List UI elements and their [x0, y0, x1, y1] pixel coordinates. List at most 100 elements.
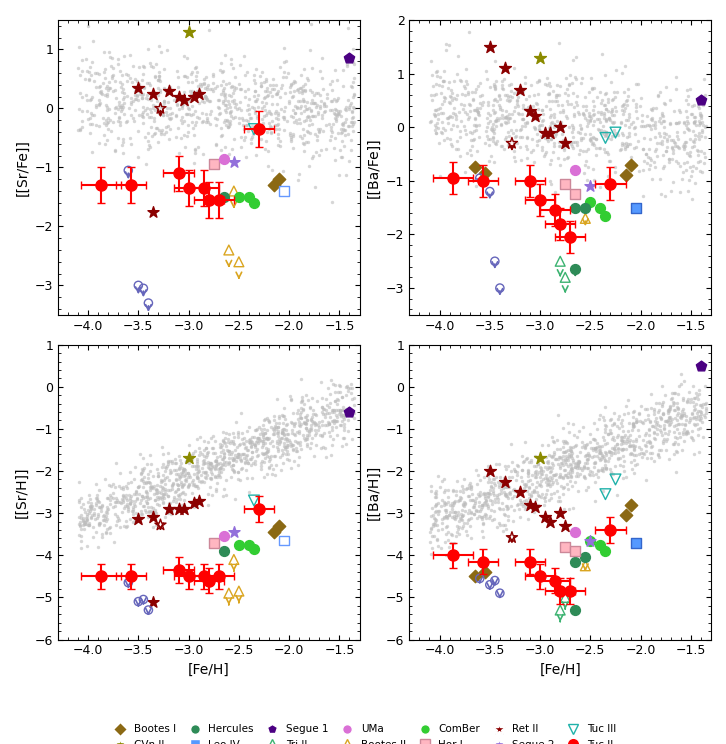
Point	[550, 474, 561, 486]
Point	[332, 394, 343, 405]
Point	[229, 444, 241, 456]
Point	[310, 128, 322, 140]
Point	[160, 461, 171, 473]
Point	[529, 450, 541, 462]
Point	[217, 453, 229, 465]
Point	[610, 473, 621, 485]
Point	[97, 77, 109, 89]
Point	[323, 418, 335, 430]
Point	[204, 83, 216, 94]
Point	[114, 101, 126, 113]
Point	[565, 462, 576, 474]
Point	[678, 143, 690, 155]
Point	[590, 133, 602, 145]
Point	[560, 436, 571, 448]
Point	[298, 94, 309, 106]
Point	[545, 118, 557, 129]
Point	[584, 129, 596, 141]
Point	[239, 131, 250, 143]
Point	[549, 95, 560, 107]
Point	[558, 481, 570, 493]
Point	[174, 471, 186, 483]
Point	[552, 458, 563, 469]
Point	[208, 447, 219, 459]
Point	[179, 141, 191, 153]
Point	[548, 436, 560, 448]
Point	[698, 157, 710, 169]
Point	[533, 75, 544, 87]
Point	[192, 89, 204, 100]
Point	[672, 141, 684, 153]
Point	[300, 417, 311, 429]
Point	[189, 119, 200, 131]
Point	[692, 429, 703, 440]
Point	[324, 134, 335, 146]
Point	[121, 520, 132, 532]
Point	[256, 112, 268, 124]
Point	[328, 414, 340, 426]
Point	[157, 469, 168, 481]
Point	[152, 83, 163, 94]
Point	[621, 132, 632, 144]
Point	[483, 470, 494, 482]
Point	[628, 122, 640, 134]
Point	[508, 504, 520, 516]
Point	[81, 510, 92, 522]
Point	[171, 478, 183, 490]
Point	[142, 93, 154, 105]
Point	[272, 118, 283, 130]
Point	[596, 94, 608, 106]
Point	[158, 109, 169, 121]
Point	[258, 110, 269, 122]
Point	[571, 457, 582, 469]
Point	[465, 144, 476, 155]
Point	[157, 496, 168, 508]
Point	[642, 413, 653, 425]
Point	[581, 453, 592, 465]
Point	[170, 485, 182, 497]
Point	[201, 114, 213, 126]
Point	[484, 494, 496, 506]
Point	[505, 466, 517, 478]
Point	[195, 446, 206, 458]
Point	[661, 433, 672, 445]
Point	[425, 480, 436, 492]
Point	[217, 463, 229, 475]
Point	[90, 81, 102, 93]
Point	[325, 388, 336, 400]
Point	[306, 414, 317, 426]
Point	[562, 471, 574, 483]
Point	[118, 496, 129, 508]
Point	[561, 136, 573, 148]
Point	[559, 434, 571, 446]
Point	[340, 113, 351, 125]
Point	[266, 115, 277, 127]
Point	[73, 124, 84, 135]
Point	[117, 484, 129, 496]
Point	[630, 434, 642, 446]
Point	[161, 102, 173, 114]
Point	[512, 486, 523, 498]
Point	[331, 429, 343, 441]
Point	[555, 255, 566, 267]
Point	[641, 436, 653, 448]
Point	[439, 473, 450, 485]
Point	[534, 119, 546, 131]
Point	[76, 501, 87, 513]
Point	[122, 69, 134, 81]
Point	[605, 109, 617, 121]
Point	[338, 424, 350, 436]
Point	[332, 394, 343, 406]
Point	[318, 98, 330, 110]
Point	[448, 102, 460, 114]
Point	[129, 461, 140, 473]
Point	[158, 493, 170, 504]
Point	[205, 473, 217, 485]
Point	[265, 449, 277, 461]
Point	[209, 112, 221, 124]
Point	[600, 132, 611, 144]
Point	[98, 519, 110, 531]
Point	[501, 111, 513, 123]
Point	[337, 80, 348, 92]
Point	[269, 410, 280, 422]
